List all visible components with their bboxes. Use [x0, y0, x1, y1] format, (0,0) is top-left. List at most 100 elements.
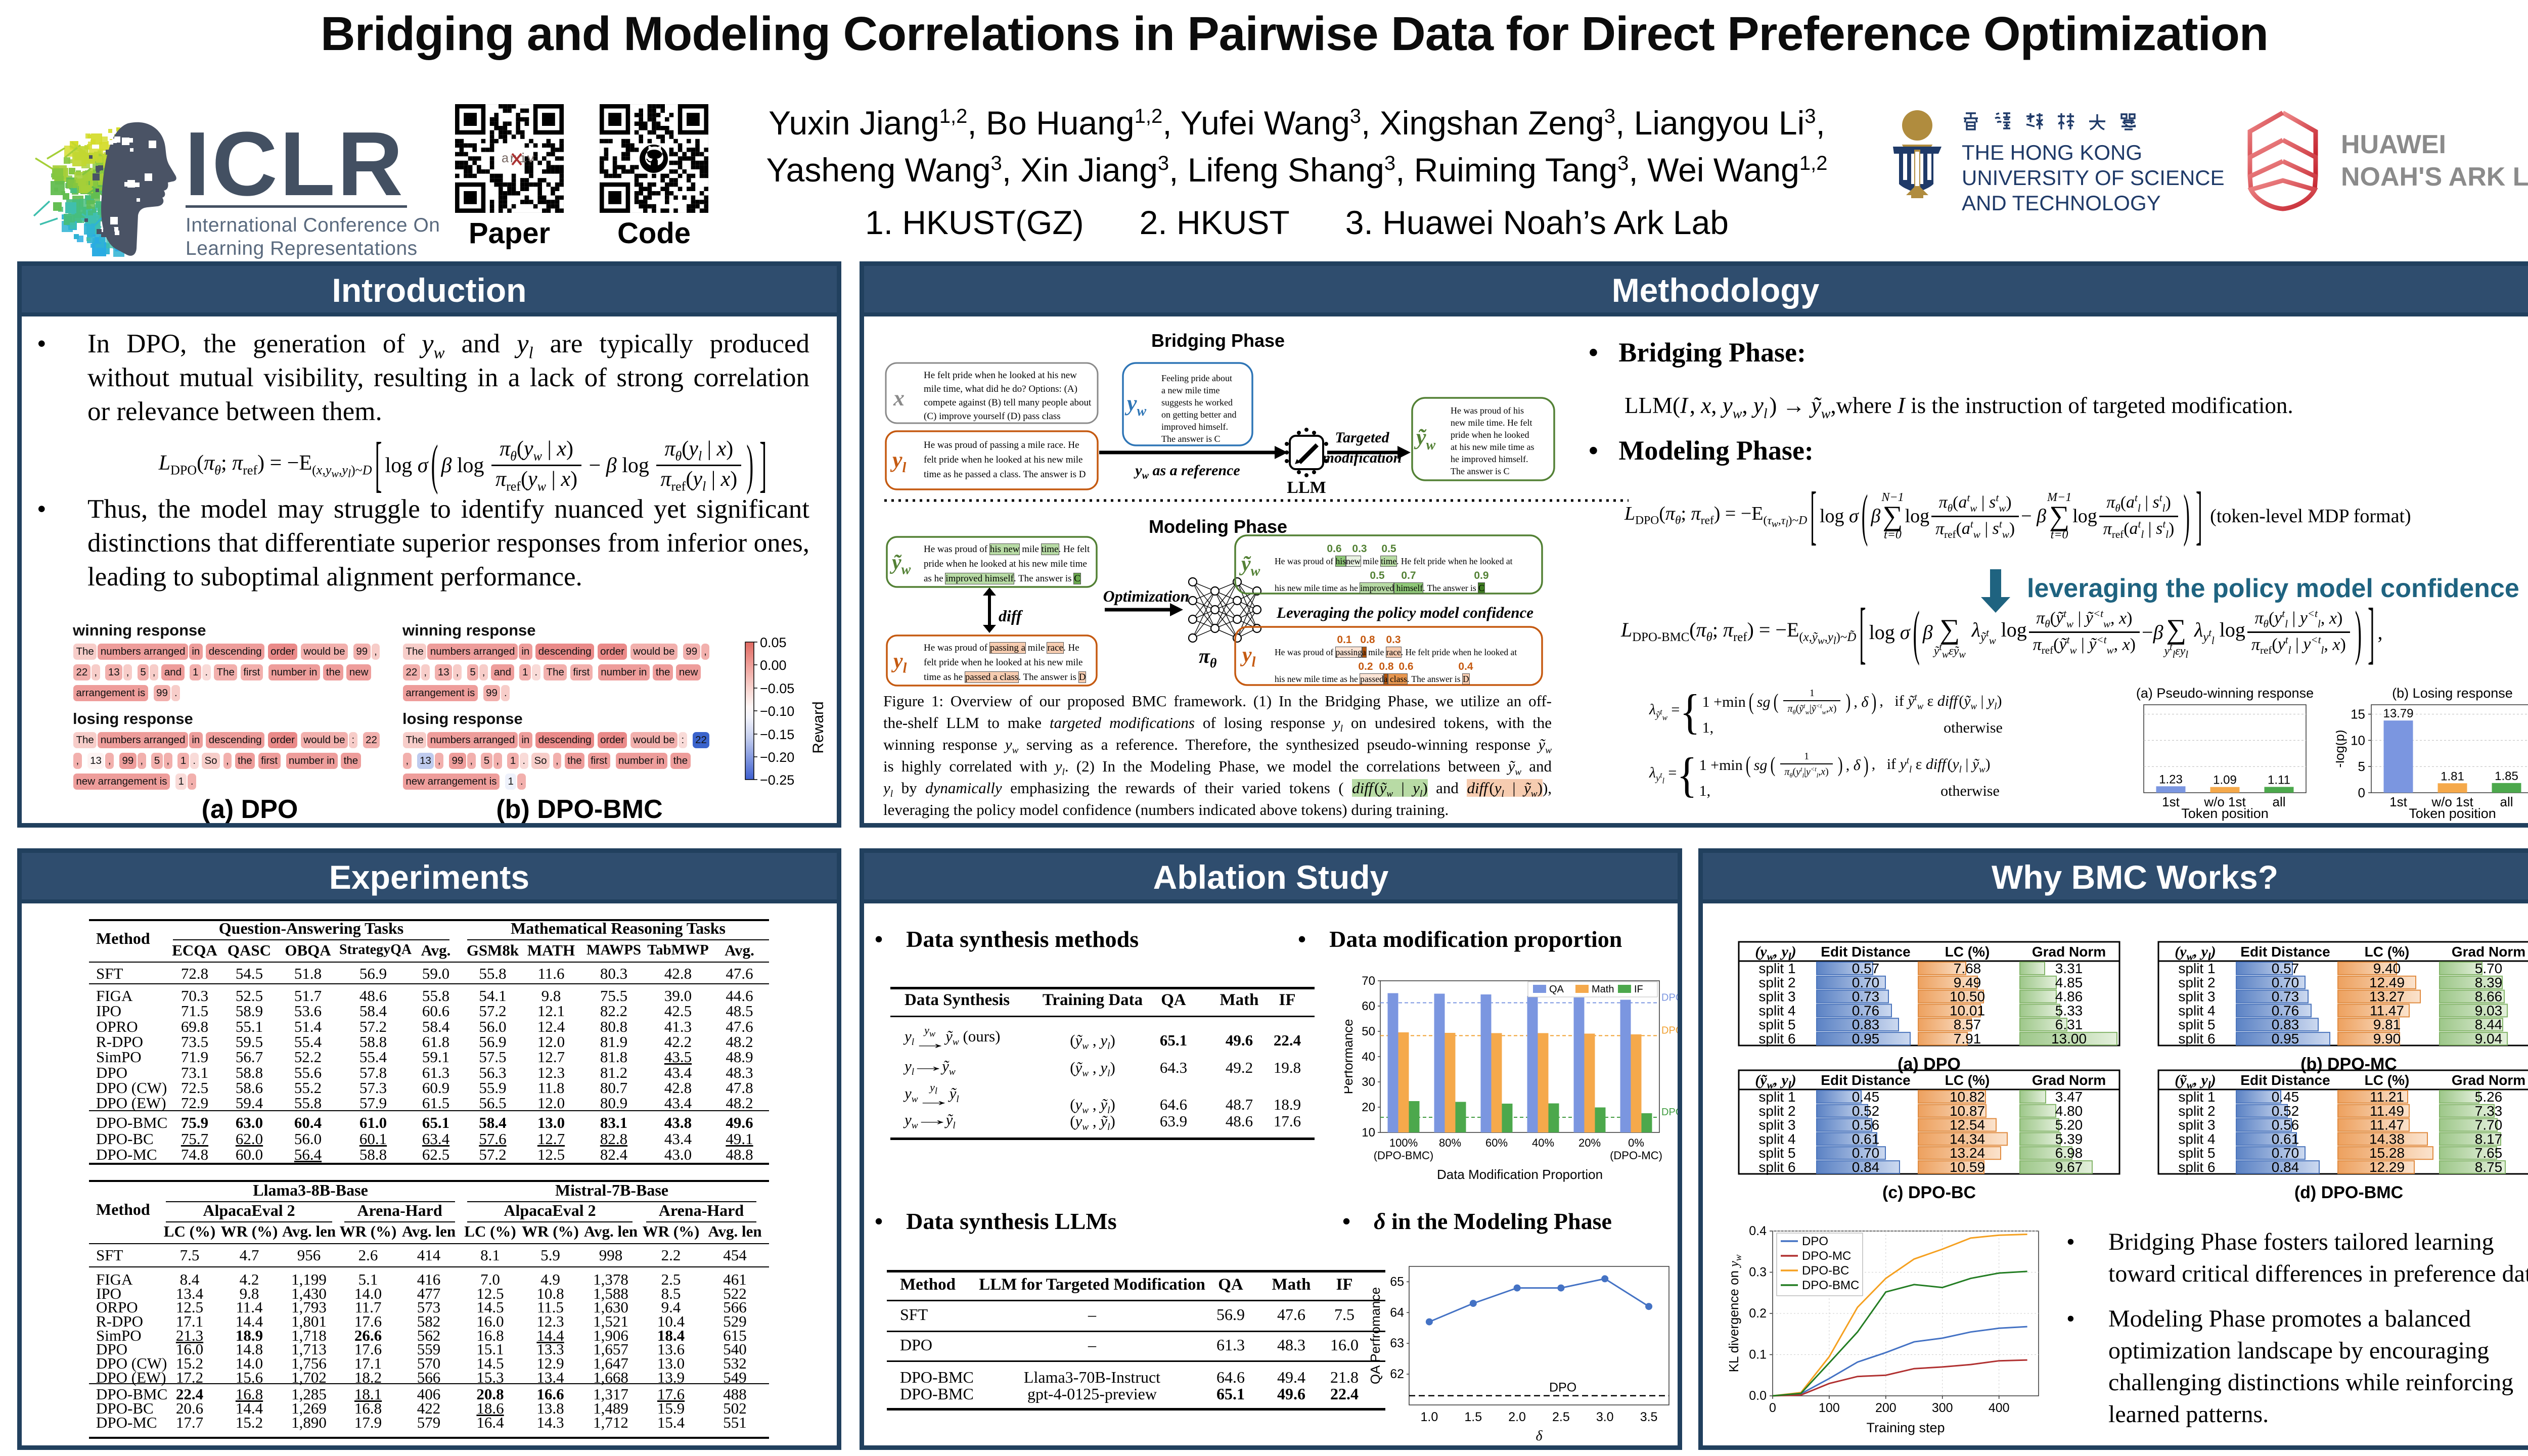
svg-text:4.80: 4.80	[2055, 1103, 2083, 1119]
svg-text:3.47: 3.47	[2055, 1089, 2083, 1105]
svg-text:7.68: 7.68	[1954, 961, 1981, 976]
svg-text:split 6: split 6	[1758, 1159, 1795, 1175]
svg-text:split 5: split 5	[1758, 1145, 1795, 1161]
svg-text:1st: 1st	[2162, 794, 2180, 809]
svg-text:0.95: 0.95	[2272, 1031, 2299, 1046]
svg-text:split 3: split 3	[2178, 989, 2215, 1005]
svg-text:8.75: 8.75	[2475, 1159, 2503, 1175]
svg-text:0.2: 0.2	[1749, 1306, 1767, 1321]
svg-text:1.09: 1.09	[2213, 774, 2237, 787]
svg-text:5: 5	[2358, 759, 2365, 774]
svg-text:−0.10: −0.10	[760, 704, 794, 719]
svg-text:Grad Norm: Grad Norm	[2032, 1072, 2106, 1088]
svg-text:DPO-BC: DPO-BC	[1802, 1264, 1849, 1278]
svg-text:Edit Distance: Edit Distance	[2240, 1072, 2330, 1088]
svg-text:0.95: 0.95	[1852, 1031, 1880, 1046]
svg-text:11.21: 11.21	[2370, 1089, 2404, 1105]
svg-text:8.17: 8.17	[2475, 1131, 2503, 1147]
svg-text:100: 100	[1819, 1401, 1840, 1415]
svg-text:KL divergence on yw: KL divergence on yw	[1726, 1254, 1744, 1372]
svg-text:(d) DPO-BMC: (d) DPO-BMC	[2294, 1183, 2403, 1202]
svg-text:Data Modification Proportion: Data Modification Proportion	[1437, 1167, 1603, 1182]
svg-text:split 5: split 5	[1758, 1017, 1795, 1032]
svg-text:7.70: 7.70	[2475, 1117, 2503, 1133]
svg-text:0.73: 0.73	[1852, 989, 1880, 1005]
svg-text:2.5: 2.5	[1552, 1410, 1570, 1424]
svg-text:0: 0	[1769, 1401, 1776, 1415]
svg-text:0.83: 0.83	[2272, 1017, 2299, 1032]
svg-text:−0.20: −0.20	[760, 750, 794, 765]
svg-text:(DPO-BMC): (DPO-BMC)	[1374, 1149, 1434, 1162]
svg-text:0.70: 0.70	[1852, 1145, 1880, 1161]
svg-text:9.04: 9.04	[2475, 1031, 2503, 1046]
svg-text:(yw, yl): (yw, yl)	[1755, 943, 1796, 963]
svg-text:0.0: 0.0	[1749, 1389, 1767, 1403]
svg-text:0.76: 0.76	[2272, 1003, 2299, 1018]
svg-text:7.91: 7.91	[1954, 1031, 1981, 1046]
svg-text:200: 200	[1875, 1401, 1897, 1415]
svg-text:0.45: 0.45	[2272, 1089, 2299, 1105]
svg-text:60: 60	[1362, 999, 1375, 1013]
svg-text:3.0: 3.0	[1596, 1410, 1614, 1424]
svg-text:split 2: split 2	[2178, 1103, 2215, 1119]
svg-text:0.61: 0.61	[1852, 1131, 1880, 1147]
svg-text:5.26: 5.26	[2475, 1089, 2503, 1105]
svg-text:0.3: 0.3	[1749, 1265, 1767, 1280]
svg-text:4.86: 4.86	[2055, 989, 2083, 1005]
svg-text:0.56: 0.56	[1852, 1117, 1880, 1133]
svg-text:20%: 20%	[1578, 1136, 1601, 1149]
svg-text:−0.25: −0.25	[760, 772, 794, 788]
svg-text:split 4: split 4	[2178, 1131, 2215, 1147]
svg-text:LC (%): LC (%)	[2365, 944, 2410, 960]
svg-text:UNIVERSITY OF SCIENCE: UNIVERSITY OF SCIENCE	[1962, 166, 2225, 190]
svg-text:all: all	[2500, 794, 2513, 809]
svg-text:5.39: 5.39	[2055, 1131, 2083, 1147]
svg-text:split 1: split 1	[2178, 1089, 2215, 1105]
svg-text:60%: 60%	[1485, 1136, 1508, 1149]
svg-text:10.82: 10.82	[1950, 1089, 1985, 1105]
svg-text:1.5: 1.5	[1464, 1410, 1482, 1424]
svg-text:split 3: split 3	[1758, 1117, 1795, 1133]
svg-text:65: 65	[1390, 1275, 1404, 1289]
svg-text:2.0: 2.0	[1508, 1410, 1526, 1424]
svg-text:split 4: split 4	[1758, 1131, 1795, 1147]
svg-text:9.67: 9.67	[2055, 1159, 2083, 1175]
svg-text:Reward: Reward	[810, 701, 827, 753]
svg-text:12.49: 12.49	[2369, 975, 2405, 990]
svg-text:9.90: 9.90	[2373, 1031, 2401, 1046]
svg-text:DPO: DPO	[1661, 1025, 1678, 1036]
svg-text:13.79: 13.79	[2383, 707, 2413, 720]
svg-text:9.40: 9.40	[2373, 961, 2401, 976]
svg-text:6.98: 6.98	[2055, 1145, 2083, 1161]
svg-text:0.84: 0.84	[1852, 1159, 1880, 1175]
svg-text:11.47: 11.47	[2370, 1003, 2404, 1018]
svg-text:DPO: DPO	[1661, 1107, 1678, 1118]
svg-text:0.45: 0.45	[1852, 1089, 1880, 1105]
svg-text:63: 63	[1390, 1336, 1404, 1350]
svg-text:(a) Pseudo-winning response: (a) Pseudo-winning response	[2136, 687, 2314, 701]
svg-text:1.23: 1.23	[2159, 772, 2183, 786]
svg-text:64: 64	[1390, 1305, 1404, 1320]
svg-text:14.34: 14.34	[1950, 1131, 1985, 1147]
svg-text:split 4: split 4	[2178, 1003, 2215, 1018]
svg-text:1.85: 1.85	[2495, 769, 2518, 783]
svg-text:0.83: 0.83	[1852, 1017, 1880, 1032]
svg-text:split 6: split 6	[2178, 1159, 2215, 1175]
svg-text:30: 30	[1362, 1075, 1375, 1089]
svg-text:split 2: split 2	[1758, 975, 1795, 990]
svg-text:0.61: 0.61	[2272, 1131, 2299, 1147]
svg-text:6.31: 6.31	[2055, 1017, 2083, 1032]
svg-text:100%: 100%	[1389, 1136, 1418, 1149]
svg-text:20: 20	[1362, 1101, 1375, 1114]
svg-text:50: 50	[1362, 1025, 1375, 1038]
svg-text:40%: 40%	[1532, 1136, 1554, 1149]
svg-text:split 5: split 5	[2178, 1145, 2215, 1161]
svg-text:International Conference On: International Conference On	[186, 214, 440, 236]
svg-text:LC (%): LC (%)	[1945, 944, 1990, 960]
svg-text:0.57: 0.57	[1852, 961, 1880, 976]
svg-text:split 1: split 1	[1758, 961, 1795, 976]
svg-text:12.29: 12.29	[2369, 1159, 2405, 1175]
svg-text:8.57: 8.57	[1954, 1017, 1981, 1032]
svg-text:10.87: 10.87	[1950, 1103, 1985, 1119]
svg-text:split 5: split 5	[2178, 1017, 2215, 1032]
